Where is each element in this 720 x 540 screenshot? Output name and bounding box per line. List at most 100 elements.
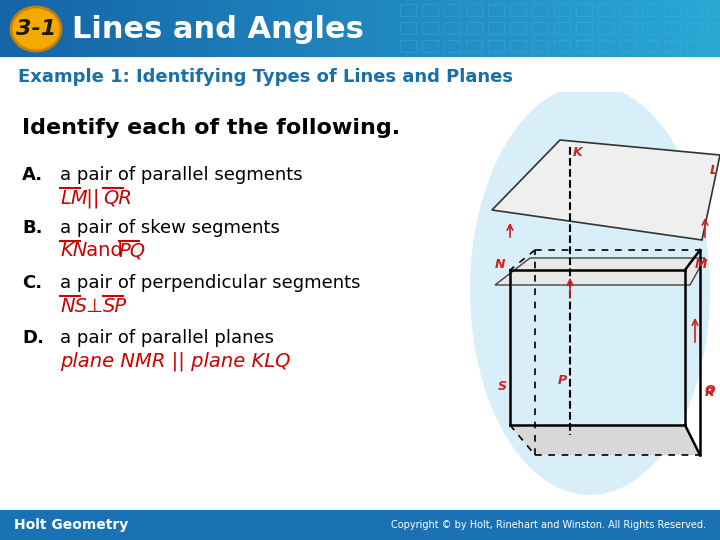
Bar xyxy=(189,0,198,58)
Text: M: M xyxy=(695,259,708,272)
Bar xyxy=(252,0,261,58)
Text: S: S xyxy=(498,381,507,394)
Text: plane NMR || plane KLQ: plane NMR || plane KLQ xyxy=(60,351,290,371)
Bar xyxy=(288,0,297,58)
Bar xyxy=(27,0,36,58)
Bar xyxy=(708,40,720,52)
Text: K: K xyxy=(573,145,582,159)
Bar xyxy=(486,0,495,58)
Bar xyxy=(36,0,45,58)
Bar xyxy=(510,40,526,52)
Bar xyxy=(621,0,630,58)
Bar xyxy=(693,0,702,58)
Bar xyxy=(702,0,711,58)
Bar xyxy=(450,0,459,58)
Bar xyxy=(432,0,441,58)
Bar xyxy=(558,0,567,58)
Bar xyxy=(153,0,162,58)
Text: LM: LM xyxy=(60,188,88,207)
Bar xyxy=(270,0,279,58)
Text: a pair of perpendicular segments: a pair of perpendicular segments xyxy=(60,274,361,292)
Bar xyxy=(666,0,675,58)
Bar xyxy=(234,0,243,58)
Bar xyxy=(369,0,378,58)
Bar xyxy=(72,0,81,58)
Bar xyxy=(444,40,460,52)
Bar xyxy=(686,4,702,16)
Text: a pair of parallel planes: a pair of parallel planes xyxy=(60,329,274,347)
Bar xyxy=(594,0,603,58)
Bar xyxy=(598,22,614,34)
Bar xyxy=(63,0,72,58)
Bar xyxy=(466,22,482,34)
Bar xyxy=(207,0,216,58)
Bar xyxy=(279,0,288,58)
Bar xyxy=(342,0,351,58)
Bar xyxy=(620,22,636,34)
Bar xyxy=(405,0,414,58)
Bar xyxy=(423,0,432,58)
Bar xyxy=(532,22,548,34)
Text: Lines and Angles: Lines and Angles xyxy=(72,15,364,44)
Bar xyxy=(387,0,396,58)
Bar xyxy=(144,0,153,58)
Bar xyxy=(0,62,720,92)
Bar xyxy=(488,40,504,52)
Bar xyxy=(686,22,702,34)
Text: C.: C. xyxy=(22,274,42,292)
Bar xyxy=(576,40,592,52)
Bar xyxy=(306,0,315,58)
Bar xyxy=(422,40,438,52)
Ellipse shape xyxy=(11,7,61,51)
Bar xyxy=(510,4,526,16)
Polygon shape xyxy=(492,140,720,240)
Bar xyxy=(630,0,639,58)
Bar xyxy=(549,0,558,58)
Text: KN: KN xyxy=(60,241,87,260)
Bar xyxy=(466,4,482,16)
Bar xyxy=(444,4,460,16)
Bar xyxy=(598,40,614,52)
Bar xyxy=(466,40,482,52)
Bar xyxy=(576,4,592,16)
Bar xyxy=(504,0,513,58)
Bar xyxy=(532,4,548,16)
Bar xyxy=(261,0,270,58)
Bar xyxy=(513,0,522,58)
Text: SP: SP xyxy=(103,296,127,315)
Bar xyxy=(675,0,684,58)
Text: NS: NS xyxy=(60,296,87,315)
Bar xyxy=(642,22,658,34)
Bar xyxy=(664,4,680,16)
Bar xyxy=(664,22,680,34)
Bar xyxy=(216,0,225,58)
Bar xyxy=(117,0,126,58)
Bar xyxy=(81,0,90,58)
Text: R: R xyxy=(705,387,715,400)
Bar xyxy=(576,0,585,58)
Bar xyxy=(297,0,306,58)
Bar xyxy=(585,0,594,58)
Bar xyxy=(532,40,548,52)
Bar xyxy=(620,4,636,16)
Bar xyxy=(639,0,648,58)
Bar xyxy=(171,0,180,58)
Bar xyxy=(99,0,108,58)
Polygon shape xyxy=(495,258,705,285)
Bar xyxy=(642,4,658,16)
Bar xyxy=(414,0,423,58)
Bar xyxy=(0,510,720,540)
Bar xyxy=(396,0,405,58)
Text: 3-1: 3-1 xyxy=(16,19,56,39)
Text: Q: Q xyxy=(705,383,716,396)
Bar xyxy=(554,4,570,16)
Bar xyxy=(9,0,18,58)
Bar xyxy=(0,92,720,510)
Bar xyxy=(488,22,504,34)
Bar xyxy=(422,22,438,34)
Text: N: N xyxy=(495,259,505,272)
Bar xyxy=(135,0,144,58)
Bar xyxy=(360,0,369,58)
Bar xyxy=(554,40,570,52)
Bar xyxy=(315,0,324,58)
